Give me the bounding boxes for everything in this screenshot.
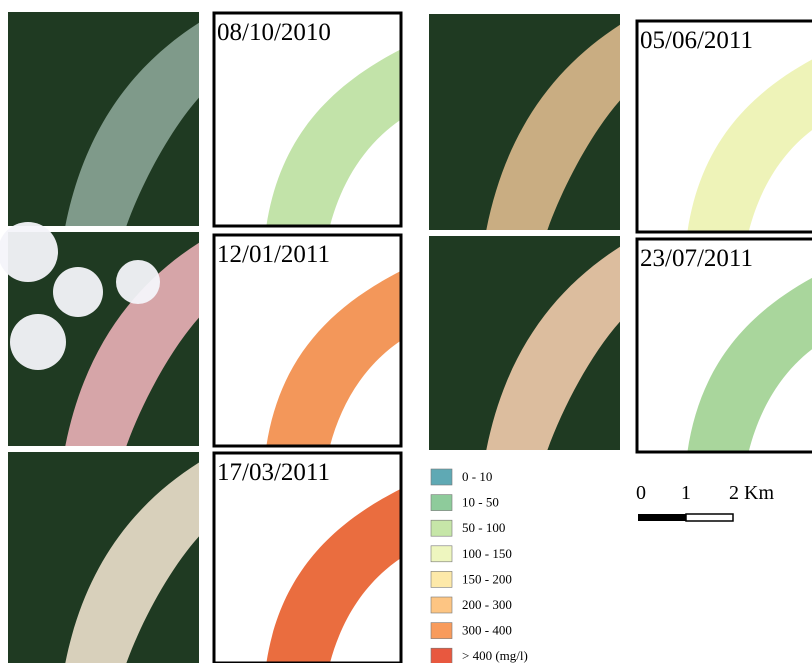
panel-date: 12/01/2011 <box>217 241 330 268</box>
cloud <box>116 260 160 304</box>
legend-label: 150 - 200 <box>462 571 512 586</box>
panel-date: 23/07/2011 <box>640 245 753 272</box>
legend-label: > 400 (mg/l) <box>462 648 528 663</box>
panel-date: 08/10/2010 <box>217 19 331 46</box>
legend-label: 200 - 300 <box>462 597 512 612</box>
legend-swatch <box>431 597 452 613</box>
panel-date: 17/03/2011 <box>217 459 330 486</box>
legend-swatch <box>431 495 452 511</box>
legend-swatch <box>431 648 452 663</box>
legend-swatch <box>431 520 452 536</box>
cloud <box>53 267 103 317</box>
legend-swatch <box>431 623 452 639</box>
scale-bar-black <box>638 514 686 521</box>
scale-bar-white <box>686 514 733 521</box>
legend-label: 100 - 150 <box>462 546 512 561</box>
legend-swatch <box>431 469 452 485</box>
figure: 08/10/2010 12/01/2011 17/03/2011 05/06/2011… <box>0 0 812 663</box>
legend-label: 300 - 400 <box>462 623 512 638</box>
scale-label: 2 Km <box>729 482 774 504</box>
cloud <box>10 314 66 370</box>
panel-date: 05/06/2011 <box>640 27 753 54</box>
legend-label: 50 - 100 <box>462 520 505 535</box>
legend-swatch <box>431 546 452 562</box>
legend-label: 10 - 50 <box>462 495 499 510</box>
scale-label: 1 <box>681 482 691 504</box>
legend-swatch <box>431 571 452 587</box>
cloud <box>0 222 58 282</box>
legend-label: 0 - 10 <box>462 469 492 484</box>
scale-label: 0 <box>636 482 646 504</box>
